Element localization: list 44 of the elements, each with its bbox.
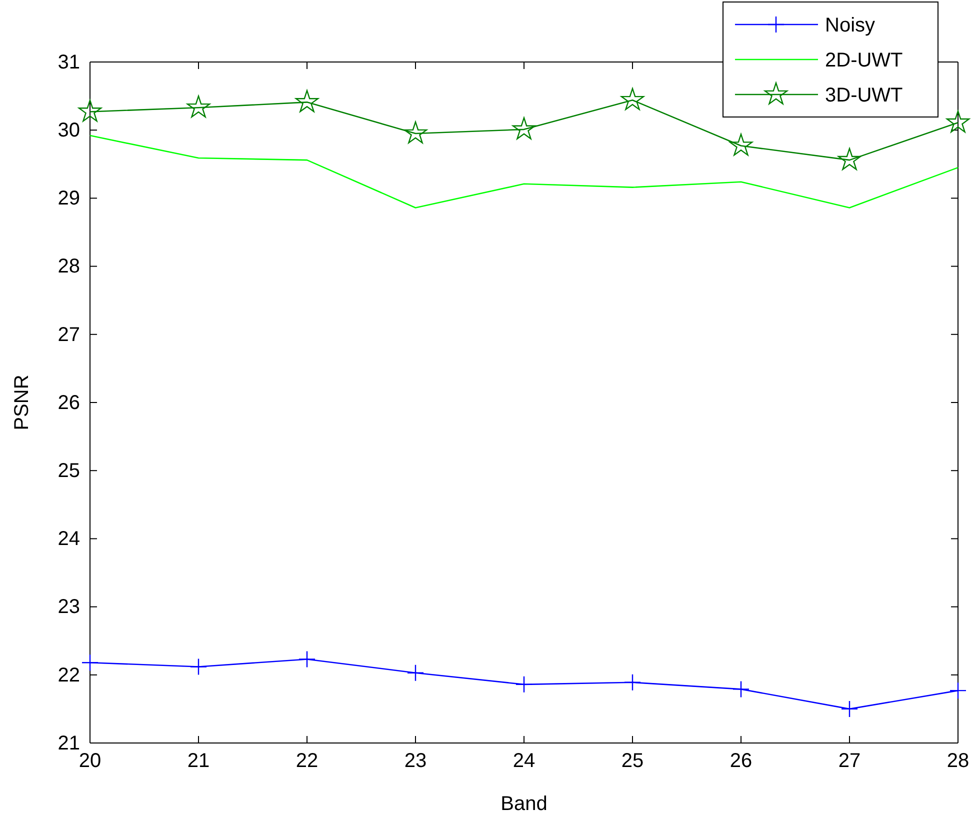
point	[620, 88, 644, 110]
y-tick-label: 30	[58, 120, 80, 142]
legend-label: 3D-UWT	[825, 84, 903, 106]
x-tick-label: 25	[621, 750, 644, 772]
point	[838, 148, 862, 170]
point	[190, 658, 208, 676]
x-tick-label: 28	[946, 750, 970, 772]
legend-label: 2D-UWT	[825, 50, 903, 72]
x-tick-label: 22	[296, 750, 318, 772]
x-tick-label: 27	[838, 750, 861, 772]
x-axis-title: Band	[500, 793, 548, 815]
point	[186, 95, 210, 118]
y-tick-label: 29	[58, 188, 80, 210]
point	[78, 100, 102, 122]
point	[295, 90, 319, 112]
y-tick-label: 23	[58, 596, 80, 618]
point	[512, 117, 536, 140]
point	[946, 110, 970, 133]
y-tick-label: 21	[58, 732, 80, 754]
y-tick-label: 25	[58, 460, 80, 482]
point	[840, 700, 858, 718]
y-tick-label: 24	[58, 528, 80, 550]
point	[406, 664, 424, 682]
point	[515, 676, 533, 694]
point	[624, 674, 642, 691]
legend-label: Noisy	[825, 14, 876, 36]
point	[949, 682, 967, 700]
point	[298, 650, 316, 668]
y-axis-title: PSNR	[11, 374, 33, 430]
x-tick-label: 20	[78, 750, 102, 772]
x-tick-label: 21	[187, 750, 210, 772]
y-tick-label: 22	[58, 664, 80, 686]
point	[81, 654, 99, 672]
line-series	[89, 134, 959, 208]
x-tick-label: 26	[730, 750, 752, 772]
point	[732, 680, 750, 698]
point	[404, 121, 428, 144]
y-tick-label: 26	[58, 392, 80, 414]
x-tick-label: 23	[404, 750, 427, 772]
y-tick-label: 27	[58, 324, 80, 346]
y-tick-label: 31	[58, 51, 80, 74]
y-tick-label: 28	[58, 256, 80, 278]
point	[729, 134, 753, 156]
x-tick-label: 24	[512, 750, 536, 772]
